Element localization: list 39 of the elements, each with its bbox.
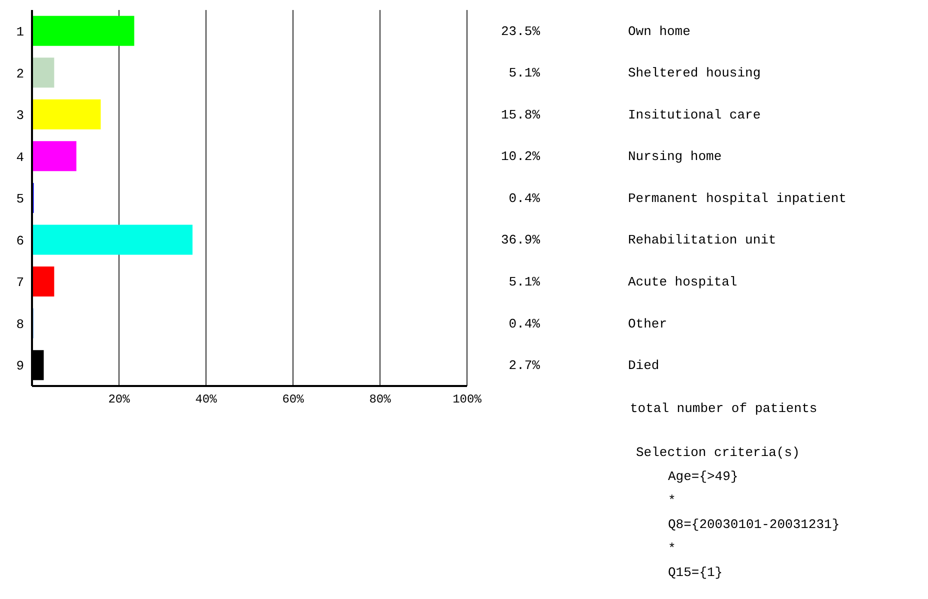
text: Q15={1} xyxy=(668,565,723,580)
y-tick-label: 3 xyxy=(16,108,24,124)
data-label: 36.9% xyxy=(500,232,540,248)
y-tick-label: 5 xyxy=(16,192,24,207)
x-tick-label: 100% xyxy=(452,392,482,407)
text: * xyxy=(668,541,676,556)
x-tick-label: 40% xyxy=(195,392,218,407)
text: Rehabilitation unit xyxy=(628,232,776,248)
text: total number of patients xyxy=(630,401,818,416)
y-tick-label: 8 xyxy=(16,316,24,332)
y-tick-label: 2 xyxy=(16,66,24,82)
data-label: 5.1% xyxy=(508,274,540,290)
data-label: 2.7% xyxy=(508,358,540,374)
text: Sheltered housing xyxy=(628,66,761,81)
data-label: 15.8% xyxy=(500,107,540,122)
text: Died xyxy=(628,358,660,374)
y-tick-label: 1 xyxy=(16,24,24,40)
text: Insitutional care xyxy=(628,107,761,122)
text: Nursing home xyxy=(628,149,722,164)
text: Acute hospital xyxy=(628,274,738,290)
text: * xyxy=(668,493,676,508)
x-tick-label: 20% xyxy=(108,392,131,407)
y-tick-label: 7 xyxy=(16,275,24,290)
y-tick-label: 6 xyxy=(16,233,24,248)
text: Selection criteria(s) xyxy=(636,445,800,460)
data-label: 0.4% xyxy=(508,316,540,332)
x-tick-label: 60% xyxy=(282,392,305,407)
text: Age={>49} xyxy=(668,469,738,484)
text: Other xyxy=(628,316,668,332)
data-label: 5.1% xyxy=(508,66,540,81)
y-tick-label: 9 xyxy=(16,358,24,374)
text: Q8={20030101-20031231} xyxy=(668,517,840,532)
y-tick-label: 4 xyxy=(16,150,24,165)
x-tick-label: 80% xyxy=(369,392,392,407)
text: Own home xyxy=(628,24,690,39)
text: Permanent hospital inpatient xyxy=(628,190,846,206)
data-label: 23.5% xyxy=(500,24,540,39)
data-label: 0.4% xyxy=(508,190,540,206)
data-label: 10.2% xyxy=(500,149,540,164)
